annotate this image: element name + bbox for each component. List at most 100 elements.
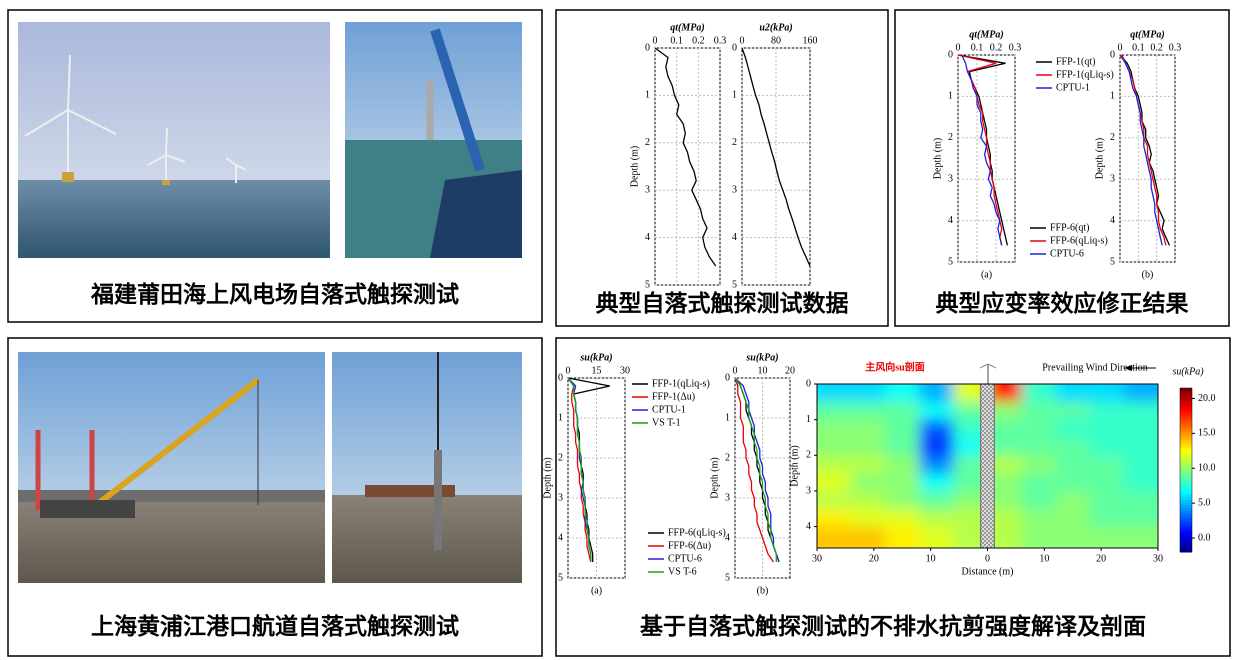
heatmap-cell: [817, 526, 852, 548]
colorbar-step: [1180, 429, 1192, 433]
heatmap-cell: [851, 384, 886, 403]
x-tick-label: 20: [785, 365, 795, 376]
colorbar-step: [1180, 521, 1192, 526]
x-tick-label: 15: [592, 365, 602, 376]
heatmap-cell: [953, 419, 988, 438]
heatmap-cell: [987, 473, 1023, 492]
legend-label: CPTU-6: [668, 553, 702, 564]
heatmap-cell: [953, 455, 988, 474]
series-line: [734, 377, 777, 562]
x-tick-label: 0: [1118, 42, 1123, 53]
legend-label: VS T-1: [652, 417, 681, 428]
heatmap-cell: [953, 526, 988, 548]
heatmap-cell: [1021, 455, 1057, 474]
colorbar-step: [1180, 445, 1192, 449]
x-tick-label: 0: [985, 553, 990, 564]
x-axis-label: qt(MPa): [1130, 29, 1164, 40]
legend-label: CPTU-1: [1056, 82, 1090, 93]
colorbar-step: [1180, 480, 1192, 485]
y-tick-label: 2: [806, 450, 811, 461]
x-tick-label: 10: [758, 365, 768, 376]
legend-label: FFP-6(qt): [1050, 222, 1089, 233]
heatmap-cell: [1055, 384, 1091, 403]
y-tick-label: 4: [1110, 215, 1115, 226]
heatmap-cell: [885, 455, 920, 474]
heatmap-cell: [1123, 526, 1158, 548]
heatmap-cell: [919, 508, 954, 528]
heatmap-cell: [987, 437, 1023, 456]
wind-arrowhead: [1124, 365, 1132, 371]
y-tick-label: 0: [1110, 49, 1115, 60]
panel-label: (a): [591, 585, 602, 596]
heatmap-cell: [953, 401, 988, 421]
heatmap-cell: [953, 473, 988, 492]
x-tick-label: 0.2: [990, 42, 1003, 53]
colorbar-step: [1180, 541, 1192, 545]
y-tick-label: 1: [558, 412, 563, 423]
heatmap-cell: [1089, 401, 1125, 421]
heatmap-cell: [1123, 419, 1158, 438]
colorbar-step: [1180, 535, 1192, 539]
x-axis-label: u2(kPa): [759, 22, 792, 33]
heatmap-cell: [851, 437, 886, 456]
legend-label: FFP-1(qLiq-s): [652, 378, 710, 389]
heatmap-cell: [851, 526, 886, 548]
x-tick-label: 0.3: [1009, 42, 1022, 53]
colorbar-step: [1180, 472, 1192, 476]
colorbar-step: [1180, 426, 1192, 430]
heatmap-cell: [1123, 508, 1158, 528]
x-tick-label: 0.3: [714, 35, 727, 46]
frame: [894, 9, 1230, 327]
heatmap-cell: [953, 384, 988, 403]
series-line: [1121, 54, 1163, 246]
y-tick-label: 1: [948, 91, 953, 102]
colorbar-step: [1180, 420, 1192, 425]
panel-label: (a): [981, 269, 992, 280]
x-tick-label: 0.2: [1150, 42, 1163, 53]
caption: 基于自落式触探测试的不排水抗剪强度解译及剖面: [640, 613, 1146, 639]
colorbar-step: [1180, 409, 1192, 414]
heatmap-cell: [919, 401, 954, 421]
heatmap-cell: [1123, 437, 1158, 456]
y-tick-label: 0: [645, 42, 650, 53]
heatmap-cell: [1123, 490, 1158, 510]
y-tick-label: 1: [806, 414, 811, 425]
colorbar-step: [1180, 459, 1192, 463]
y-tick-label: 2: [725, 452, 730, 463]
y-tick-label: 5: [558, 572, 563, 583]
colorbar-tick-label: 5.0: [1198, 497, 1211, 508]
x-tick-label: 30: [620, 365, 630, 376]
series-line: [734, 377, 780, 563]
colorbar-step: [1180, 388, 1192, 392]
heatmap-cell: [919, 526, 954, 548]
colorbar-step: [1180, 489, 1192, 493]
heatmap-cell: [851, 508, 886, 528]
y-tick-label: 1: [725, 412, 730, 423]
colorbar-frame: [1179, 387, 1193, 553]
colorbar-step: [1180, 470, 1192, 474]
heatmap-cell: [987, 384, 1023, 403]
colorbar-step: [1180, 423, 1192, 427]
heatmap-cell: [885, 401, 920, 421]
colorbar-step: [1180, 412, 1192, 416]
y-axis-label: Depth (m): [932, 138, 943, 179]
y-tick-label: 0: [558, 372, 563, 383]
photo-offshore-vessel: [345, 22, 522, 258]
heatmap-cell: [851, 419, 886, 438]
y-tick-label: 0: [725, 372, 730, 383]
legend-label: FFP-1(qLiq-s): [1056, 69, 1114, 80]
colorbar-step: [1180, 431, 1192, 435]
y-tick-label: 2: [1110, 132, 1115, 143]
y-tick-label: 5: [1110, 256, 1115, 267]
heatmap-cell: [885, 437, 920, 456]
colorbar-step: [1180, 437, 1192, 441]
panel-label: (b): [1142, 269, 1154, 280]
plot-frame: [957, 54, 1016, 263]
colorbar-step: [1180, 393, 1192, 397]
colorbar-step: [1180, 407, 1192, 411]
heatmap-cell: [817, 455, 852, 474]
colorbar-step: [1180, 434, 1192, 438]
colorbar-step: [1180, 478, 1192, 482]
colorbar-step: [1180, 519, 1192, 523]
heatmap-cell: [953, 508, 988, 528]
